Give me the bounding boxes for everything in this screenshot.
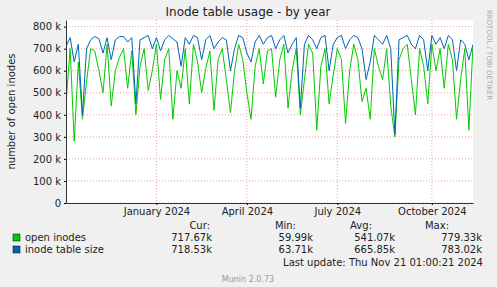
x-tick-mark [247,203,248,205]
x-tick-mark [432,203,433,205]
grid-line-y [66,136,473,137]
grid-line-y [66,26,473,27]
x-tick-mark [156,203,157,205]
x-tick: January 2024 [123,203,191,217]
stat-value: 63.71k [279,244,314,255]
stat-value: 541.07k [354,232,395,243]
y-tick-label: 100 k [33,176,61,187]
title: Inode table usage - by year [166,5,331,19]
stat-value: 779.33k [441,232,482,243]
plot-area [66,20,473,203]
grid-line-x [246,20,247,203]
y-tick-label: 0 [55,198,61,209]
watermark: RRDTOOL / TOBI OETIKER [485,10,493,100]
legend-swatch [13,234,20,241]
y-tick-mark [64,203,66,204]
chart: 0 100 k 200 k 300 k 400 k 500 k 600 k 700 k 800 … [0,0,497,287]
stat-value: 783.02k [441,244,482,255]
y-tick-label: 300 k [33,132,61,143]
y-tick: 800 k [33,21,66,32]
x-tick-label: January 2024 [123,206,191,217]
y-tick: 600 k [33,65,66,76]
y-tick-mark [64,159,66,160]
y-axis-line [66,21,67,204]
y-tick: 200 k [33,154,66,165]
y-tick-mark [64,49,66,50]
y-tick-mark [64,27,66,28]
y-tick: 0 [55,198,66,209]
x-axis: January 2024 April 2024 July 2024 October 2… [67,203,474,217]
series-group [66,35,473,141]
x-tick-label: July 2024 [314,206,362,217]
grid-line-y [66,114,473,115]
series-line [66,44,473,141]
y-tick-mark [64,115,66,116]
y-tick-mark [64,93,66,94]
stat-value: 59.99k [279,232,314,243]
legend-swatch [13,246,20,253]
y-tick-label: 800 k [33,21,61,32]
y-tick-label: 400 k [33,110,61,121]
y-tick-label: 200 k [33,154,61,165]
stat-header: Min: [275,220,296,231]
y-tick: 500 k [33,87,66,98]
legend-label: open inodes [25,232,86,243]
y-tick: 300 k [33,132,66,143]
x-tick: October 2024 [398,203,467,217]
grid-line-y [66,180,473,181]
x-tick-label: October 2024 [398,206,467,217]
background [0,0,497,287]
stat-header: Avg: [350,220,372,231]
y-tick-label: 500 k [33,87,61,98]
stat-value: 718.53k [171,244,212,255]
y-tick-mark [64,181,66,182]
y-tick-mark [64,71,66,72]
footer: Last update: Thu Nov 21 01:00:21 2024 [283,257,483,268]
stat-value: 717.67k [171,232,212,243]
y-tick: 400 k [33,110,66,121]
x-tick: July 2024 [314,203,362,217]
x-tick-mark [337,203,338,205]
x-tick-label: April 2024 [222,206,273,217]
x-axis-line [67,203,474,204]
grid-line-y [66,92,473,93]
series-line [66,35,473,134]
stat-header: Max: [425,220,449,231]
grid [66,20,473,203]
grid-line-y [66,70,473,71]
x-tick: April 2024 [222,203,273,217]
stat-header: Cur: [189,220,210,231]
grid-line-y [66,203,473,204]
y-tick-label: 700 k [33,43,61,54]
grid-line-y [66,158,473,159]
legend-label: inode table size [25,244,104,255]
grid-line-y [66,48,473,49]
y-tick-label: 600 k [33,65,61,76]
y-tick: 100 k [33,176,66,187]
y-axis: 0 100 k 200 k 300 k 400 k 500 k 600 k 700 k 800 … [33,21,67,209]
credit: Munin 2.0.73 [222,275,274,284]
y-tick: 700 k [33,43,66,54]
stat-value: 665.85k [354,244,395,255]
y-axis-title: number of open inodes [6,53,17,169]
y-tick-mark [64,137,66,138]
